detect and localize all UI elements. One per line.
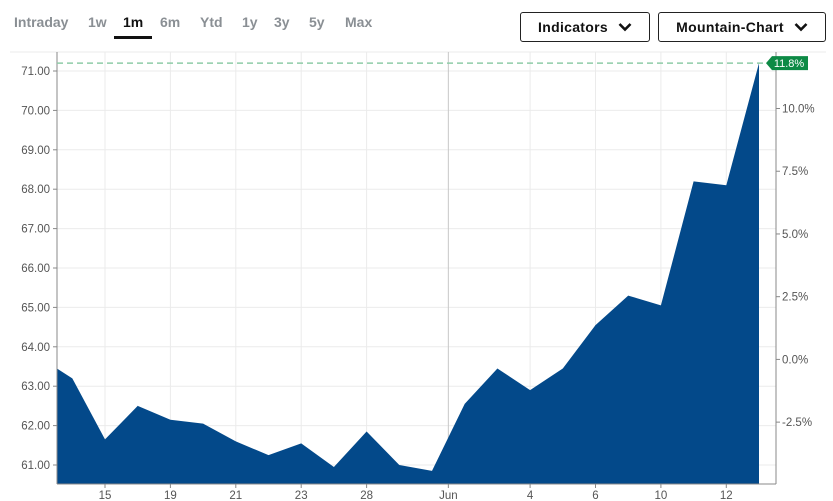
indicators-button[interactable]: Indicators	[520, 12, 650, 42]
x-tick-label: Jun	[439, 490, 458, 501]
tab-1m[interactable]: 1m	[113, 0, 153, 39]
y2-tick-label: 0.0%	[782, 354, 808, 366]
tab-max[interactable]: Max	[345, 14, 373, 30]
indicators-label: Indicators	[538, 19, 608, 35]
y2-tick-label: -2.5%	[782, 417, 812, 429]
y-tick-label: 69.00	[21, 145, 50, 157]
tab-1w[interactable]: 1w	[88, 14, 107, 30]
y-tick-label: 66.00	[21, 263, 50, 275]
y-tick-label: 68.00	[21, 184, 50, 196]
y2-tick-label: 2.5%	[782, 292, 808, 304]
tab-1y[interactable]: 1y	[242, 14, 258, 30]
y2-tick-label: 10.0%	[782, 104, 815, 116]
x-tick-label: 23	[295, 490, 308, 501]
x-tick-label: 15	[99, 490, 112, 501]
y-tick-label: 71.00	[21, 66, 50, 78]
tab-ytd[interactable]: Ytd	[200, 14, 223, 30]
chart-type-dropdown[interactable]: Mountain-Chart	[658, 12, 826, 42]
tab-3y[interactable]: 3y	[274, 14, 290, 30]
y2-tick-label: 7.5%	[782, 166, 808, 178]
x-tick-label: 21	[229, 490, 242, 501]
y2-tick-label: 5.0%	[782, 229, 808, 241]
y-tick-label: 62.00	[21, 421, 50, 433]
change-badge	[766, 56, 808, 71]
time-range-tabs: Intraday 1w 1m 6m Ytd 1y 3y 5y Max	[0, 0, 400, 40]
chevron-down-icon	[794, 23, 808, 32]
x-tick-label: 19	[164, 490, 177, 501]
y-tick-label: 61.00	[21, 460, 50, 472]
y-tick-label: 70.00	[21, 105, 50, 117]
tab-5y[interactable]: 5y	[309, 14, 325, 30]
tab-6m[interactable]: 6m	[160, 14, 181, 30]
chevron-down-icon	[618, 23, 632, 32]
x-tick-label: 4	[527, 490, 534, 501]
y-tick-label: 63.00	[21, 381, 50, 393]
tab-intraday[interactable]: Intraday	[14, 14, 69, 30]
x-tick-label: 12	[720, 490, 733, 501]
x-tick-label: 28	[360, 490, 373, 501]
change-badge-label: 11.8%	[774, 58, 805, 70]
x-tick-label: 10	[655, 490, 668, 501]
price-area	[56, 63, 759, 485]
y-tick-label: 65.00	[21, 302, 50, 314]
chart-type-label: Mountain-Chart	[676, 19, 784, 35]
y-tick-label: 64.00	[21, 342, 50, 354]
x-tick-label: 6	[592, 490, 598, 501]
y-tick-label: 67.00	[21, 224, 50, 236]
